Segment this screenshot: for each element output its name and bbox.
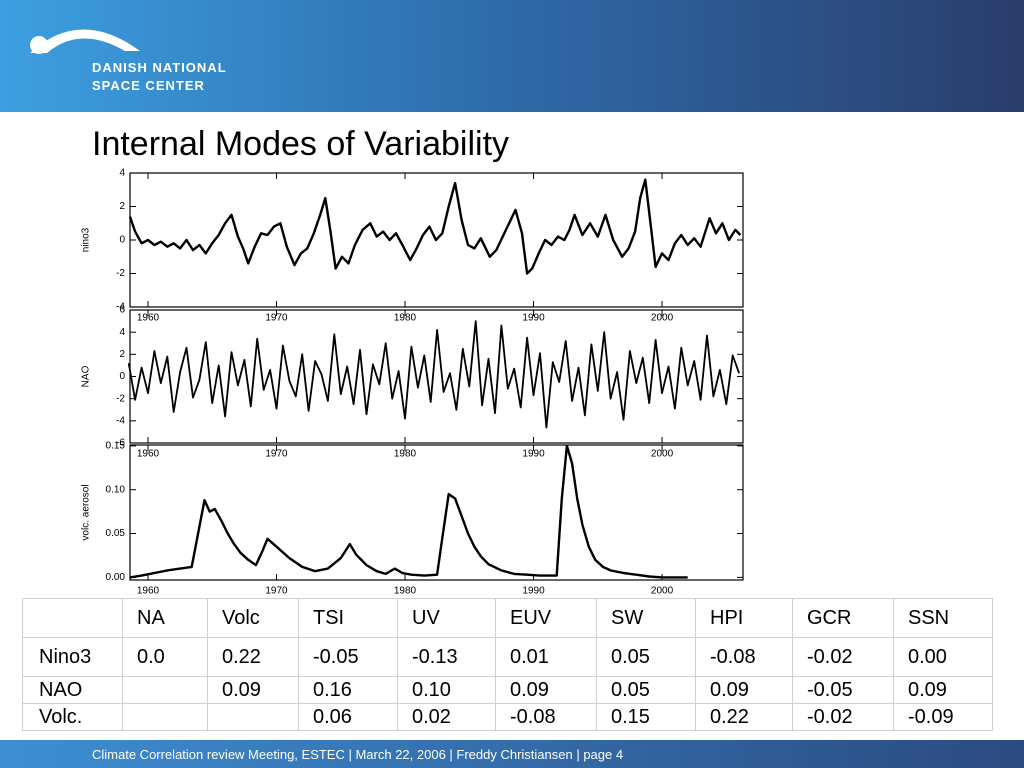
table-cell: -0.05 [792,676,894,704]
y-tick-label: 4 [119,327,125,338]
table-cell: 0.0 [122,637,208,677]
y-tick-label: 0.00 [106,572,126,583]
table-cell: 0.09 [495,676,597,704]
charts: -4 -2 0 2 4 1960 1970 1980 1990 2000 nino3 -6 -4 -2 0 2… [81,168,744,597]
table-row: Nino3 0.0 0.22 -0.05 -0.13 0.01 0.05 -0.08 -0.02… [22,637,993,677]
table-cell: 0.16 [298,676,398,704]
table-cell: 0.05 [596,676,696,704]
y-tick-label: 6 [119,305,125,316]
x-tick-label: 1970 [265,449,288,460]
y-tick-label: 2 [119,349,125,360]
table-cell: -0.02 [792,637,894,677]
y-tick-label: 0.10 [106,484,126,495]
y-axis-label: NAO [81,365,92,387]
column-header: SW [596,598,696,638]
table-cell: 0.00 [893,637,993,677]
footer-text: Climate Correlation review Meeting, ESTE… [92,747,624,762]
x-tick-label: 1970 [265,313,288,324]
y-tick-label: 0 [119,235,125,246]
y-tick-label: -2 [116,393,125,404]
header-row: NA Volc TSI UV EUV SW HPI GCR SSN [22,598,993,638]
y-axis-label: nino3 [81,227,92,252]
row-label: Nino3 [22,637,123,677]
y-tick-label: 4 [119,168,125,179]
logo [30,29,140,54]
x-tick-label: 1960 [137,313,160,324]
column-header: HPI [695,598,793,638]
slide-title: Internal Modes of Variability [92,125,510,163]
column-header: GCR [792,598,894,638]
table-cell: -0.08 [695,637,793,677]
table-cell: 0.09 [695,676,793,704]
plot-frame [129,444,744,581]
y-tick-label: 2 [119,201,125,212]
corner-cell [22,598,123,638]
row-label: NAO [22,676,123,704]
x-tick-label: 1980 [394,586,417,597]
column-header: EUV [495,598,597,638]
table-cell: 0.01 [495,637,597,677]
footer-band: Climate Correlation review Meeting, ESTE… [0,740,1024,768]
table-cell: 0.05 [596,637,696,677]
org-name: DANISH NATIONAL [92,60,227,75]
column-header: NA [122,598,208,638]
column-header: SSN [893,598,993,638]
y-tick-label: -4 [116,302,125,313]
table-cell: 0.02 [397,703,496,731]
column-header: TSI [298,598,398,638]
table-cell: -0.13 [397,637,496,677]
table-cell: 0.09 [893,676,993,704]
x-tick-label: 1960 [137,586,160,597]
x-tick-label: 1980 [394,313,417,324]
series-line [128,178,742,275]
org-name: SPACE CENTER [92,78,205,93]
table-row: Volc. 0.06 0.02 -0.08 0.15 0.22 -0.02 -0.09 [22,703,993,731]
x-tick-label: 2000 [651,586,674,597]
table-cell: 0.15 [596,703,696,731]
table-cell: 0.09 [207,676,299,704]
x-tick-label: 1980 [394,449,417,460]
table-cell: -0.02 [792,703,894,731]
empty-cell [122,703,208,731]
column-header: UV [397,598,496,638]
series-line [127,320,740,429]
y-tick-label: 0.15 [106,441,126,452]
table-cell: 0.22 [695,703,793,731]
y-tick-label: 0.05 [106,528,126,539]
table-cell: 0.22 [207,637,299,677]
x-tick-label: 2000 [651,313,674,324]
y-axis-label: volc. aerosol [81,484,92,540]
table-cell: 0.06 [298,703,398,731]
x-tick-label: 1990 [522,586,545,597]
y-tick-label: -6 [116,438,125,449]
empty-cell [122,676,208,704]
x-tick-label: 1970 [265,586,288,597]
column-header: Volc [207,598,299,638]
table-cell: -0.08 [495,703,597,731]
x-tick-label: 1990 [522,449,545,460]
table-row: NAO 0.09 0.16 0.10 0.09 0.05 0.09 -0.05 0.09 [22,676,993,704]
y-tick-label: -4 [116,415,125,426]
row-label: Volc. [22,703,123,731]
header-band: DANISH NATIONAL SPACE CENTER [0,0,1024,112]
y-tick-label: -2 [116,268,125,279]
table-cell: -0.09 [893,703,993,731]
x-tick-label: 2000 [651,449,674,460]
table-cell: 0.10 [397,676,496,704]
correlation-table: NA Volc TSI UV EUV SW HPI GCR SSN Nino3 0.0 0.22 -0.… [22,598,993,731]
series-line [129,444,688,579]
x-tick-label: 1960 [137,449,160,460]
x-tick-label: 1990 [522,313,545,324]
table-cell: -0.05 [298,637,398,677]
y-tick-label: 0 [119,371,125,382]
empty-cell [207,703,299,731]
